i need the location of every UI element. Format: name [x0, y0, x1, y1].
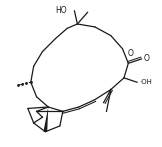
Polygon shape — [43, 107, 48, 132]
Text: ·OH: ·OH — [139, 79, 152, 85]
Text: O: O — [144, 54, 150, 64]
Text: HO: HO — [55, 6, 66, 15]
Text: O: O — [127, 49, 133, 58]
